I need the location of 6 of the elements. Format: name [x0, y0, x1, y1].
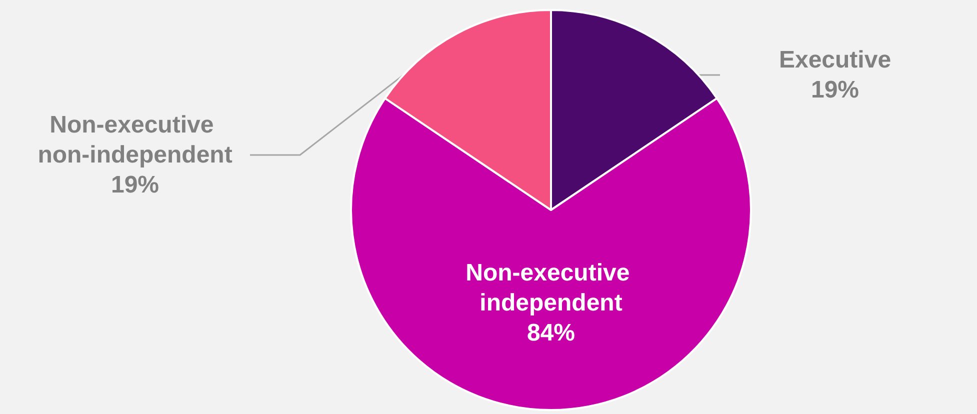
data-label: 19% [110, 172, 160, 198]
slice-label: Non-executive non-independent [38, 112, 232, 168]
data-label: 19% [810, 76, 860, 104]
slice-label: Executive [778, 46, 892, 74]
slice-label: Non-executive independent [466, 260, 636, 316]
data-label: 84% [526, 320, 576, 346]
